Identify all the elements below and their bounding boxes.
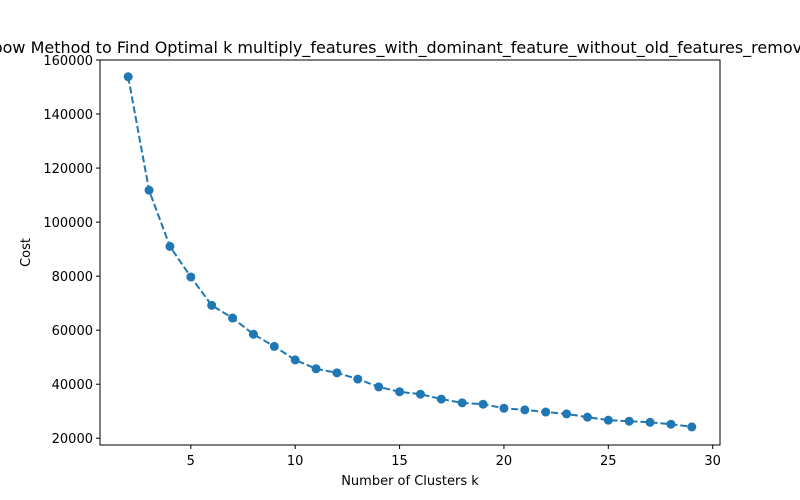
data-point — [603, 415, 613, 425]
data-point — [687, 422, 697, 432]
data-point — [186, 272, 196, 282]
data-point — [395, 387, 405, 397]
data-point — [457, 398, 467, 408]
y-tick-label: 40000 — [52, 378, 93, 393]
data-point — [374, 382, 384, 392]
data-point — [645, 417, 655, 427]
x-tick-label: 25 — [600, 454, 617, 469]
data-point — [311, 364, 321, 374]
data-point — [562, 409, 572, 419]
y-tick-label: 60000 — [52, 324, 93, 339]
data-point — [520, 405, 530, 415]
data-point — [353, 374, 363, 384]
y-axis-label: Cost — [19, 238, 34, 267]
x-tick-label: 5 — [187, 454, 195, 469]
data-point — [499, 403, 509, 413]
data-point — [123, 72, 133, 82]
data-point — [415, 389, 425, 399]
y-tick-label: 100000 — [43, 216, 93, 231]
data-point — [269, 341, 279, 351]
data-point — [624, 416, 634, 426]
y-tick-label: 20000 — [52, 432, 93, 447]
y-tick-label: 80000 — [52, 270, 93, 285]
x-tick-label: 15 — [391, 454, 408, 469]
y-tick-label: 120000 — [43, 162, 93, 177]
data-point — [478, 399, 488, 409]
y-tick-label: 140000 — [43, 108, 93, 123]
data-point — [582, 412, 592, 422]
y-tick-label: 160000 — [43, 54, 93, 69]
x-axis: 5 10 15 20 25 30 — [187, 445, 721, 469]
data-point — [207, 300, 217, 310]
data-point — [541, 407, 551, 417]
chart-title: Elbow Method to Find Optimal k multiply_… — [0, 38, 800, 58]
data-point — [332, 368, 342, 378]
data-point — [144, 185, 154, 195]
x-tick-label: 20 — [496, 454, 513, 469]
data-point — [165, 241, 175, 251]
data-point — [290, 355, 300, 365]
data-point — [248, 329, 258, 339]
y-axis: 20000 40000 60000 80000 100000 120000 140000 16… — [43, 54, 100, 447]
data-point — [436, 394, 446, 404]
data-point — [666, 419, 676, 429]
x-tick-label: 10 — [287, 454, 304, 469]
data-point — [228, 313, 238, 323]
x-axis-label: Number of Clusters k — [341, 474, 479, 489]
axes-frame — [99, 59, 721, 446]
series-layer — [123, 72, 697, 432]
x-tick-label: 30 — [704, 454, 721, 469]
